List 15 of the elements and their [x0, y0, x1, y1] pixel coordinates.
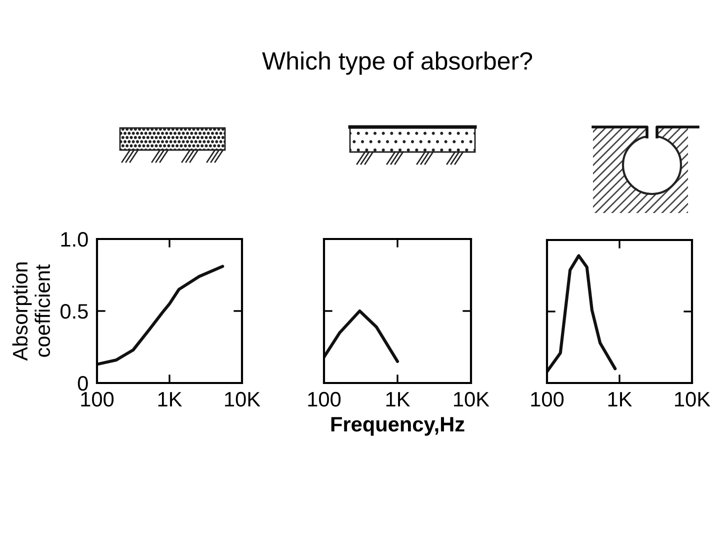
- x-tick-label: 1K: [608, 392, 632, 406]
- x-tick-label: 1K: [158, 392, 182, 406]
- y-tick-label: 1.0: [61, 232, 88, 247]
- x-tick-label: 100: [308, 392, 341, 407]
- y-axis-title: Absorption coefficient: [12, 262, 50, 361]
- x-tick-label: 1K: [386, 392, 410, 406]
- x-tick-label: 100: [531, 392, 564, 407]
- x-tick-label: 10K: [454, 392, 490, 407]
- y-tick-label: 0.5: [60, 304, 88, 319]
- y-tick-label: 0: [78, 376, 88, 391]
- chart-title: Which type of absorber?: [262, 51, 532, 75]
- x-axis-title: Frequency,Hz: [331, 417, 464, 436]
- x-tick-label: 10K: [225, 392, 260, 407]
- x-tick-label: 10K: [675, 392, 710, 407]
- x-tick-label: 100: [81, 392, 114, 407]
